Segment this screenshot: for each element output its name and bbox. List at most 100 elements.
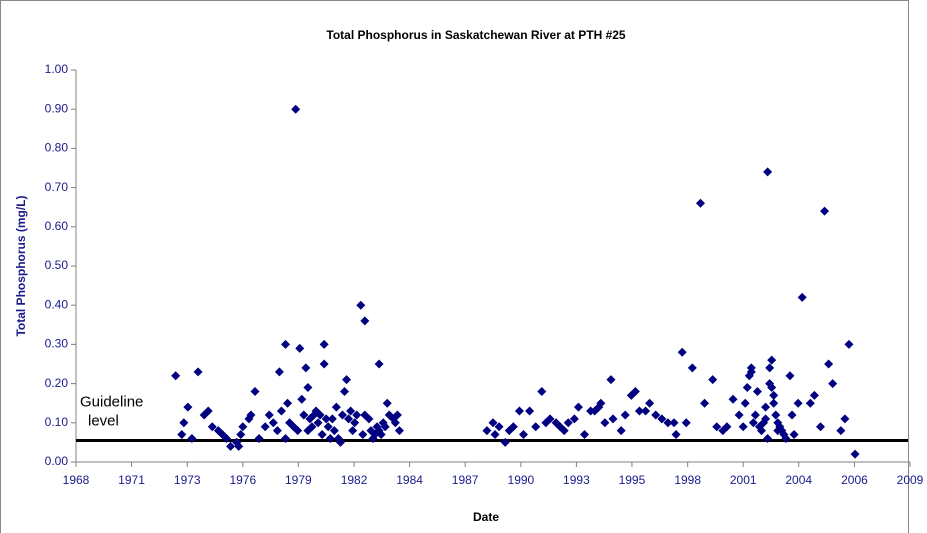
point [321, 414, 331, 424]
point [281, 433, 291, 443]
point [226, 441, 236, 451]
point [763, 167, 773, 177]
point [268, 418, 278, 428]
point [260, 422, 270, 432]
point [246, 410, 256, 420]
point [531, 422, 541, 432]
point [291, 104, 301, 114]
point [836, 426, 846, 436]
point [319, 359, 329, 369]
x-tick-label: 1993 [563, 473, 590, 487]
point [508, 422, 518, 432]
point [677, 347, 687, 357]
point [329, 426, 339, 436]
point [236, 430, 246, 440]
point [331, 402, 341, 412]
point [315, 410, 325, 420]
point [250, 386, 260, 396]
point [815, 422, 825, 432]
x-tick-label: 1976 [229, 473, 256, 487]
guideline-label: Guideline [80, 393, 143, 410]
point [348, 426, 358, 436]
point [563, 418, 573, 428]
point [207, 422, 217, 432]
point [504, 426, 514, 436]
point [281, 339, 291, 349]
point [494, 422, 504, 432]
point [681, 418, 691, 428]
point [844, 339, 854, 349]
point [382, 398, 392, 408]
point [301, 363, 311, 373]
point [596, 398, 606, 408]
point [669, 418, 679, 428]
y-tick-label: 0.50 [45, 258, 69, 272]
point [761, 414, 771, 424]
y-tick-label: 0.90 [45, 101, 69, 115]
point [734, 410, 744, 420]
point [785, 371, 795, 381]
point [809, 390, 819, 400]
point [671, 430, 681, 440]
x-tick-label: 1998 [674, 473, 701, 487]
y-axis-label: Total Phosphorus (mg/L) [14, 195, 28, 336]
point [559, 426, 569, 436]
x-axis-label: Date [473, 510, 499, 524]
point [769, 398, 779, 408]
y-tick-label: 0.80 [45, 141, 69, 155]
point [297, 394, 307, 404]
guideline-label: level [88, 412, 119, 429]
point [789, 430, 799, 440]
point [254, 433, 264, 443]
x-tick-label: 2006 [841, 473, 868, 487]
point [276, 406, 286, 416]
point [787, 410, 797, 420]
point [738, 422, 748, 432]
point [346, 406, 356, 416]
point [187, 433, 197, 443]
point [490, 430, 500, 440]
point [708, 375, 718, 385]
y-tick-label: 0.30 [45, 337, 69, 351]
point [820, 206, 830, 216]
point [177, 430, 187, 440]
point [374, 359, 384, 369]
point [767, 355, 777, 365]
point [545, 414, 555, 424]
x-tick-label: 1995 [619, 473, 646, 487]
point [580, 430, 590, 440]
point [325, 433, 335, 443]
point [757, 426, 767, 436]
point [769, 390, 779, 400]
x-tick-label: 2004 [785, 473, 812, 487]
point [797, 292, 807, 302]
x-tick-label: 2009 [897, 473, 924, 487]
point [274, 367, 284, 377]
point [272, 426, 282, 436]
point [283, 398, 293, 408]
point [793, 398, 803, 408]
point [358, 430, 368, 440]
point [238, 422, 248, 432]
point [850, 449, 860, 459]
y-tick-label: 0.70 [45, 180, 69, 194]
y-tick-label: 0.20 [45, 376, 69, 390]
point [573, 402, 583, 412]
point [569, 414, 579, 424]
point [234, 441, 244, 451]
point [390, 418, 400, 428]
point [352, 410, 362, 420]
point [307, 422, 317, 432]
point [695, 198, 705, 208]
point [722, 422, 732, 432]
point [771, 410, 781, 420]
point [620, 410, 630, 420]
x-tick-label: 1990 [508, 473, 535, 487]
point [179, 418, 189, 428]
point [171, 371, 181, 381]
point [742, 383, 752, 393]
x-tick-label: 2001 [730, 473, 757, 487]
x-tick-label: 1971 [118, 473, 145, 487]
point [630, 386, 640, 396]
